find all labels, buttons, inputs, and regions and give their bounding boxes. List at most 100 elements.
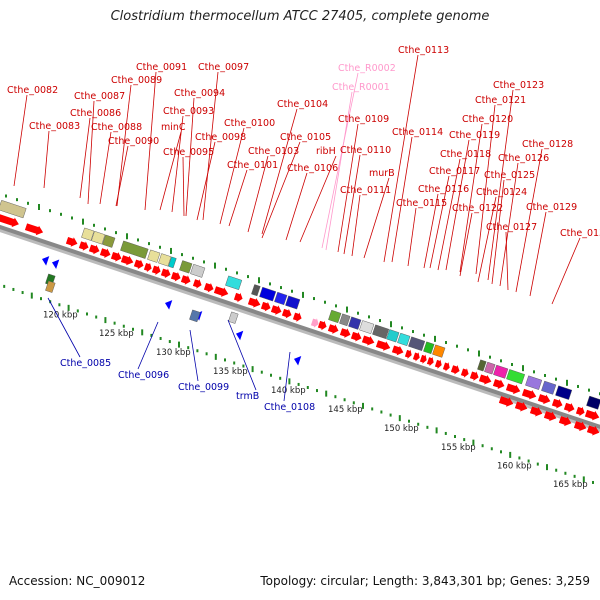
leader-line xyxy=(321,72,359,249)
reverse-gene-arrow xyxy=(165,300,173,310)
gene-label: Cthe_0086 xyxy=(70,108,121,119)
cog-block xyxy=(493,364,509,379)
gene-label: Cthe_0125 xyxy=(484,170,535,181)
gene-label: Cthe_0110 xyxy=(340,145,391,156)
cog-block xyxy=(147,249,161,263)
leader-line xyxy=(475,104,496,275)
gene-label: ribH xyxy=(316,146,336,157)
forward-gene-arrow-shape xyxy=(292,312,302,322)
cog-block xyxy=(274,291,288,306)
leader-line xyxy=(219,127,245,225)
forward-gene-arrow xyxy=(270,305,282,315)
forward-gene-arrow-shape xyxy=(233,292,243,303)
scale-label: 120 kbp xyxy=(43,310,78,320)
forward-gene-arrow xyxy=(419,354,427,364)
gene-label: Cthe_R0002 xyxy=(338,63,396,74)
scale-label: 145 kbp xyxy=(328,405,363,415)
cog-block xyxy=(423,341,435,355)
forward-gene-arrow-shape xyxy=(460,368,469,378)
reverse-block xyxy=(228,311,239,324)
forward-gene-arrow xyxy=(65,236,78,247)
scale-label: 165 kbp xyxy=(553,480,588,490)
forward-gene-arrow xyxy=(492,379,505,389)
forward-gene-arrow-shape xyxy=(170,271,181,282)
forward-gene-arrow-shape xyxy=(521,388,537,400)
forward-gene-arrow xyxy=(151,265,161,275)
gene-label: Cthe_0115 xyxy=(396,198,447,209)
forward-gene-arrow-shape xyxy=(78,241,89,251)
forward-gene-arrow xyxy=(170,271,181,282)
forward-gene-arrow-shape xyxy=(339,328,351,338)
leader-line xyxy=(437,158,461,271)
leader-line xyxy=(299,155,337,243)
leader-line xyxy=(228,169,248,227)
forward-gene-arrow xyxy=(375,340,391,351)
forward-gene-arrow xyxy=(78,241,89,251)
forward-gene-arrow xyxy=(213,286,229,297)
forward-gene-arrow-shape xyxy=(213,286,229,297)
cog-block-rect xyxy=(81,227,95,241)
forward-gene-arrow xyxy=(563,402,575,413)
cog-block-rect xyxy=(359,320,375,335)
forward-gene-arrow xyxy=(281,308,292,319)
cog-block-rect xyxy=(432,344,446,358)
gene-label: Cthe_0089 xyxy=(111,75,162,86)
forward-gene-arrow-shape xyxy=(478,374,492,385)
gene-label: Cthe_0131 xyxy=(560,228,600,239)
forward-gene-arrow-shape xyxy=(151,265,161,275)
scale-label: 150 kbp xyxy=(384,424,419,434)
gene-label: Cthe_0122 xyxy=(452,203,503,214)
cog-block xyxy=(348,316,362,330)
forward-gene-arrow-shape xyxy=(375,340,391,351)
leader-line xyxy=(261,108,298,235)
cog-block xyxy=(432,344,446,358)
forward-gene-arrow-shape xyxy=(0,214,19,228)
forward-gene-arrow-shape xyxy=(24,223,44,236)
gene-label: Cthe_0100 xyxy=(224,118,275,129)
gene-label: Cthe_0129 xyxy=(526,202,577,213)
gene-label: Cthe_0105 xyxy=(280,132,331,143)
forward-gene-arrow-shape xyxy=(361,335,375,346)
cog-block xyxy=(0,200,27,219)
leader-line xyxy=(363,177,390,259)
gene-label: minC xyxy=(161,122,186,133)
cog-block-rect xyxy=(506,369,526,385)
forward-gene-arrow xyxy=(192,279,202,289)
leader-line xyxy=(391,136,413,263)
gene-label: Cthe_0097 xyxy=(198,62,249,73)
forward-gene-arrow-shape xyxy=(558,416,572,427)
gene-label: trmB xyxy=(236,391,259,402)
forward-gene-arrow-shape xyxy=(391,345,404,356)
cog-block-rect xyxy=(541,380,557,395)
cog-block xyxy=(477,359,487,372)
forward-gene-arrow-shape xyxy=(498,396,514,407)
cog-block-rect xyxy=(147,249,161,263)
cog-block xyxy=(408,336,426,351)
leader-line xyxy=(43,130,50,189)
cog-block-rect xyxy=(423,341,435,355)
leader-line xyxy=(515,148,543,293)
leader-line xyxy=(116,84,132,207)
gene-label: Cthe_0096 xyxy=(118,370,169,381)
cog-block xyxy=(328,309,342,324)
forward-gene-arrow xyxy=(160,268,171,279)
forward-gene-arrow xyxy=(327,324,339,334)
forward-gene-arrow xyxy=(339,328,351,338)
forward-gene-arrow-shape xyxy=(192,279,202,289)
cog-block xyxy=(81,227,95,241)
leader-line xyxy=(159,131,182,211)
forward-gene-arrow xyxy=(404,349,412,359)
gene-label: Cthe_0085 xyxy=(60,358,111,369)
forward-gene-arrow xyxy=(361,335,375,346)
leader-line xyxy=(227,319,257,391)
forward-gene-arrow xyxy=(391,345,404,356)
leader-line xyxy=(185,97,195,217)
gene-label: Cthe_0099 xyxy=(178,382,229,393)
forward-gene-arrow xyxy=(110,251,122,262)
leader-line xyxy=(196,141,216,221)
forward-gene-arrow-shape xyxy=(247,297,261,308)
scale-label: 160 kbp xyxy=(497,462,532,472)
leader-line xyxy=(529,211,547,297)
